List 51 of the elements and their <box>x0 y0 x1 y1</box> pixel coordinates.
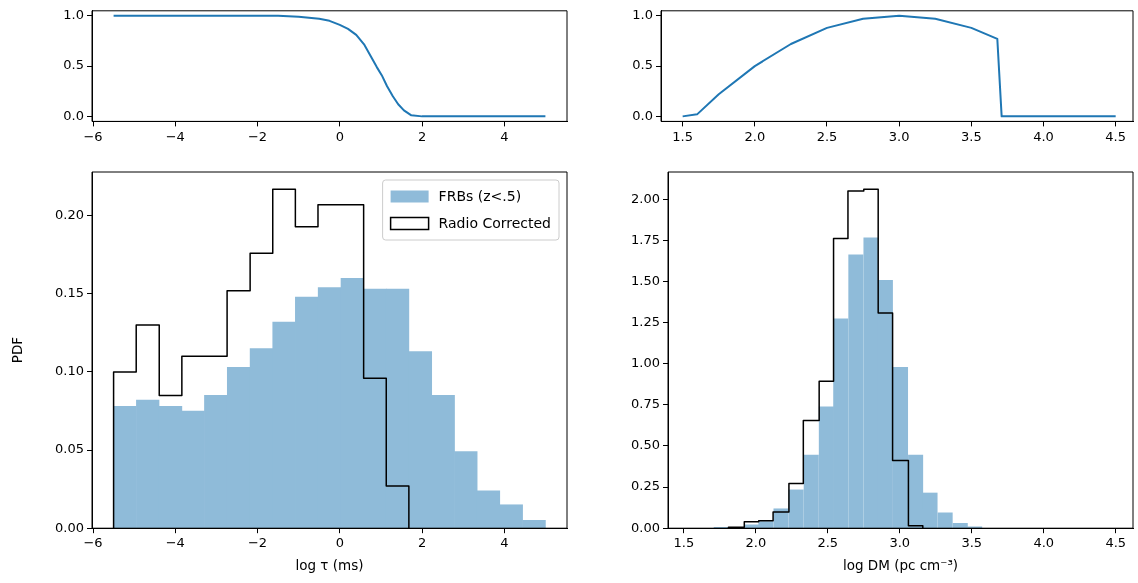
x-tick-label: −6 <box>83 535 103 551</box>
y-tick-label: 1.75 <box>631 231 660 247</box>
x-tick-label: 0 <box>335 128 344 144</box>
x-tick-label: 3.5 <box>960 128 982 144</box>
x-tick-label: 4 <box>500 535 509 551</box>
y-tick-label: 1.0 <box>632 7 653 23</box>
y-tick-label: 1.50 <box>631 272 660 288</box>
y-tick-label: 2.00 <box>631 190 660 206</box>
x-tick-label: 4.5 <box>1105 535 1127 551</box>
y-tick-label: 0.75 <box>631 396 660 412</box>
y-tick-label: 0.10 <box>55 363 84 379</box>
x-tick-label: 4 <box>500 128 509 144</box>
y-tick-label: 1.00 <box>631 355 660 371</box>
y-tick-label: 0.05 <box>55 441 84 457</box>
y-tick-label: 0.50 <box>631 437 660 453</box>
y-axis-title: PDF <box>8 336 25 364</box>
x-tick-label: 2.5 <box>816 128 838 144</box>
x-tick-label: 2.0 <box>745 535 767 551</box>
x-tick-label: 3.0 <box>888 128 910 144</box>
y-tick-label: 0.20 <box>55 207 84 223</box>
x-tick-label: −6 <box>83 128 103 144</box>
y-tick-label: 1.0 <box>63 7 84 23</box>
x-tick-label: 1.5 <box>672 128 693 144</box>
x-tick-label: 2 <box>417 535 427 551</box>
y-tick-label: 0.0 <box>63 107 84 123</box>
x-tick-label: −4 <box>165 535 185 551</box>
y-tick-label: 0.00 <box>631 519 660 535</box>
y-tick-label: 0.00 <box>55 519 84 535</box>
x-tick-label: 3.5 <box>961 535 983 551</box>
x-tick-label: −2 <box>247 535 268 551</box>
x-axis-title: log DM (pc cm⁻³) <box>842 557 959 574</box>
legend-label: FRBs (z<.5) <box>438 188 522 205</box>
x-tick-label: −2 <box>247 128 268 144</box>
x-tick-label: 3.0 <box>889 535 911 551</box>
x-tick-label: −4 <box>165 128 185 144</box>
y-tick-label: 1.25 <box>631 313 660 329</box>
x-tick-label: 4.0 <box>1033 128 1054 144</box>
y-tick-label: 0.5 <box>63 57 84 73</box>
x-axis-title: log τ (ms) <box>295 557 364 574</box>
legend-label: Radio Corrected <box>438 215 551 232</box>
x-tick-label: 0 <box>335 535 344 551</box>
y-tick-label: 0.0 <box>632 107 653 123</box>
y-tick-label: 0.15 <box>55 285 84 301</box>
y-tick-label: 0.25 <box>631 478 660 494</box>
x-tick-label: 4.5 <box>1105 128 1127 144</box>
x-tick-label: 4.0 <box>1033 535 1055 551</box>
x-tick-label: 2.5 <box>817 535 839 551</box>
y-tick-label: 0.5 <box>632 57 653 73</box>
x-tick-label: 2.0 <box>744 128 766 144</box>
x-tick-label: 2 <box>417 128 427 144</box>
x-tick-label: 1.5 <box>673 535 695 551</box>
